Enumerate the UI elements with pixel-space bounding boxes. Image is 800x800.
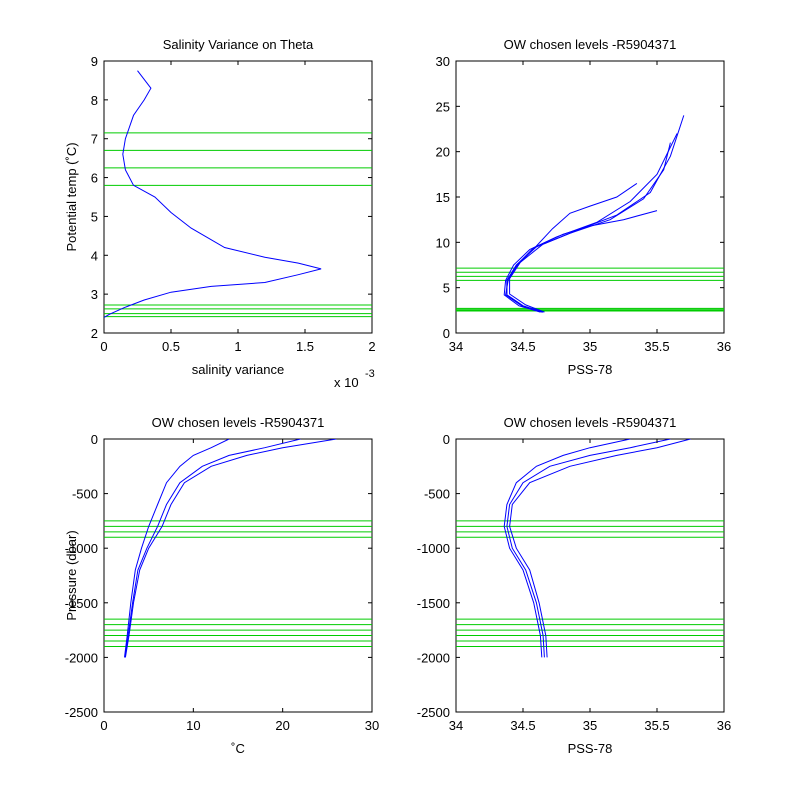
- chart-title: OW chosen levels -R5904371: [152, 415, 325, 430]
- x-tick-label: 0: [100, 339, 107, 354]
- chart-title: Salinity Variance on Theta: [163, 37, 314, 52]
- y-axis-label: Pressure (dbar): [64, 530, 79, 620]
- y-tick-label: 5: [91, 209, 98, 224]
- y-tick-label: 3: [91, 287, 98, 302]
- y-tick-label: 4: [91, 248, 98, 263]
- x-tick-label: 35.5: [644, 339, 669, 354]
- plot-area: [456, 115, 724, 313]
- y-tick-label: 6: [91, 171, 98, 186]
- profile-line: [509, 439, 691, 658]
- y-tick-label: 30: [436, 54, 450, 69]
- subplot-p2: 34 34.5 35 35.5 36 0 5 10 15 20 25 30 OW chosen leve…: [436, 37, 732, 377]
- profile-line: [506, 439, 671, 658]
- subplot-p1: 0 0.5 1 1.5 2 2 3 4 5 6 7 8 9 Salinity Variance on Th…: [64, 37, 376, 390]
- x-tick-label: 1: [234, 339, 241, 354]
- x-tick-label: 1.5: [296, 339, 314, 354]
- y-axis-label: Potential temp (˚C): [64, 142, 79, 251]
- x-axis-label: ˚C: [231, 741, 245, 756]
- y-tick-label: 7: [91, 132, 98, 147]
- profile-line: [503, 439, 631, 658]
- subplot-p4: 34 34.5 35 35.5 36 -2500 -2000 -1500 -1000 -500 0 O…: [417, 415, 731, 756]
- y-tick-label: 10: [436, 235, 450, 250]
- x-tick-label: 30: [365, 718, 379, 733]
- y-tick-label: -1000: [417, 541, 450, 556]
- y-tick-label: -500: [424, 487, 450, 502]
- profile-line: [124, 439, 230, 658]
- x-tick-label: 34.5: [510, 339, 535, 354]
- y-tick-label: 0: [443, 326, 450, 341]
- profile-line: [124, 439, 337, 658]
- x-tick-label: 34.5: [510, 718, 535, 733]
- chart-title: OW chosen levels -R5904371: [504, 415, 677, 430]
- axes-box: [103, 60, 373, 334]
- profile-line: [509, 115, 685, 313]
- chart-title: OW chosen levels -R5904371: [504, 37, 677, 52]
- y-tick-label: 0: [443, 432, 450, 447]
- axes-box: [455, 438, 725, 713]
- x-tick-label: 20: [275, 718, 289, 733]
- x-tick-label: 35: [583, 718, 597, 733]
- x-axis-label: PSS-78: [568, 362, 613, 377]
- x-tick-label: 34: [449, 718, 463, 733]
- x-tick-label: 36: [717, 339, 731, 354]
- x-tick-label: 2: [368, 339, 375, 354]
- y-tick-label: 9: [91, 54, 98, 69]
- x-tick-label: 34: [449, 339, 463, 354]
- x-tick-label: 35: [583, 339, 597, 354]
- x-multiplier: x 10: [334, 375, 359, 390]
- x-tick-label: 10: [186, 718, 200, 733]
- x-axis-label: salinity variance: [192, 362, 285, 377]
- y-tick-label: 15: [436, 190, 450, 205]
- y-tick-label: 2: [91, 326, 98, 341]
- y-tick-label: 20: [436, 145, 450, 160]
- y-tick-label: -500: [72, 487, 98, 502]
- profile-line: [124, 439, 301, 658]
- x-axis-label: PSS-78: [568, 741, 613, 756]
- y-tick-label: 25: [436, 99, 450, 114]
- axes-box: [103, 438, 373, 713]
- plot-area: [104, 439, 372, 658]
- profile-line: [506, 182, 638, 313]
- profile-line: [503, 133, 678, 313]
- y-tick-label: -2500: [65, 705, 98, 720]
- plot-area: [104, 70, 372, 318]
- profile-line: [104, 70, 322, 318]
- y-tick-label: -2000: [417, 650, 450, 665]
- y-tick-label: 8: [91, 93, 98, 108]
- y-tick-label: 5: [443, 281, 450, 296]
- y-tick-label: -2500: [417, 705, 450, 720]
- y-tick-label: 0: [91, 432, 98, 447]
- plot-area: [456, 439, 724, 658]
- y-tick-label: -1500: [65, 596, 98, 611]
- axes-box: [455, 60, 725, 334]
- subplot-p3: 0 10 20 30 -2500 -2000 -1500 -1000 -500 0 OW chose…: [64, 415, 379, 756]
- x-tick-label: 0: [100, 718, 107, 733]
- profile-line: [505, 210, 658, 313]
- x-exponent: -3: [365, 368, 375, 380]
- x-tick-label: 36: [717, 718, 731, 733]
- y-tick-label: -1000: [65, 541, 98, 556]
- x-tick-label: 0.5: [162, 339, 180, 354]
- y-tick-label: -1500: [417, 596, 450, 611]
- y-tick-label: -2000: [65, 650, 98, 665]
- x-tick-label: 35.5: [644, 718, 669, 733]
